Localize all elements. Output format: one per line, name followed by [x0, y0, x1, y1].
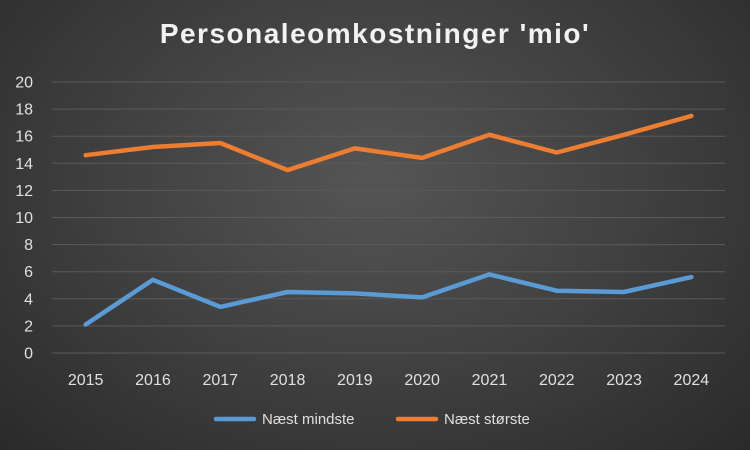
data-point	[352, 146, 357, 151]
series-line-1	[83, 113, 694, 173]
data-point	[622, 132, 627, 137]
data-point	[83, 322, 88, 327]
data-point	[150, 277, 155, 282]
data-point	[689, 113, 694, 118]
y-axis: 0 2 4 6 8 10 12 14 16 18 20	[15, 75, 33, 363]
data-point	[150, 145, 155, 150]
y-tick-label: 10	[15, 210, 33, 227]
data-point	[285, 168, 290, 173]
y-tick-label: 6	[24, 264, 33, 281]
series-line-0	[83, 272, 694, 327]
x-tick-label: 2022	[539, 372, 575, 389]
data-point	[622, 290, 627, 295]
x-tick-label: 2017	[202, 372, 238, 389]
x-tick-label: 2023	[606, 372, 642, 389]
data-point	[285, 290, 290, 295]
y-tick-label: 8	[24, 237, 33, 254]
chart-title: Personaleomkostninger 'mio'	[159, 18, 591, 49]
data-point	[218, 304, 223, 309]
data-point	[487, 272, 492, 277]
x-tick-label: 2020	[404, 372, 440, 389]
data-point	[420, 155, 425, 160]
y-tick-label: 4	[24, 291, 33, 308]
y-tick-label: 12	[15, 183, 33, 200]
y-tick-label: 16	[15, 129, 33, 146]
data-point	[487, 132, 492, 137]
x-axis: 2015 2016 2017 2018 2019 2020 2021 2022 2023 2024	[68, 372, 709, 389]
series-lines	[83, 113, 694, 327]
y-tick-label: 0	[24, 346, 33, 363]
legend-label-0: Næst mindste	[262, 411, 355, 428]
data-point	[554, 288, 559, 293]
legend-label-1: Næst største	[444, 411, 530, 428]
x-tick-label: 2018	[270, 372, 306, 389]
y-tick-label: 18	[15, 102, 33, 119]
gridlines	[52, 81, 725, 354]
x-tick-label: 2021	[472, 372, 508, 389]
x-tick-label: 2016	[135, 372, 171, 389]
data-point	[554, 150, 559, 155]
x-tick-label: 2015	[68, 372, 104, 389]
data-point	[689, 275, 694, 280]
x-tick-label: 2024	[674, 372, 710, 389]
data-point	[218, 140, 223, 145]
legend: Næst mindste Næst største	[213, 411, 530, 428]
y-tick-label: 14	[15, 156, 33, 173]
y-tick-label: 2	[24, 318, 33, 335]
data-point	[352, 291, 357, 296]
data-point	[420, 295, 425, 300]
x-tick-label: 2019	[337, 372, 373, 389]
y-tick-label: 20	[15, 75, 33, 92]
data-point	[83, 153, 88, 158]
